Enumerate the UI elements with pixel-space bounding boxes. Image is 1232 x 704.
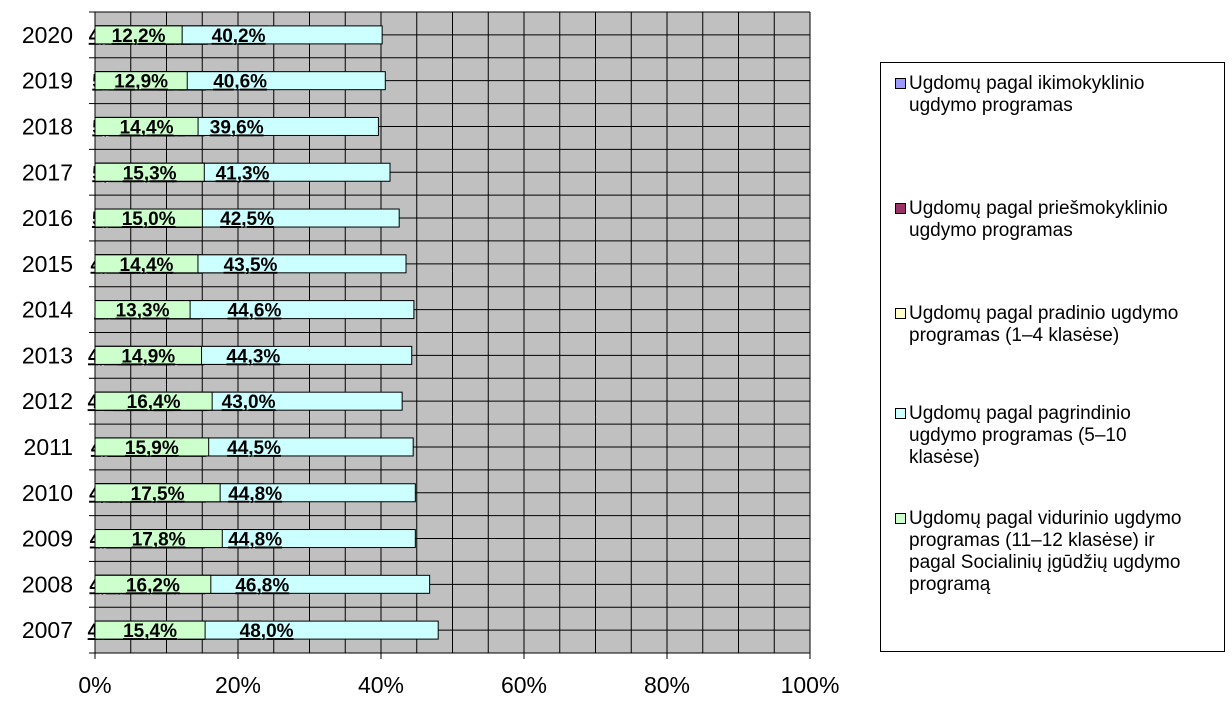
legend-label: Ugdomų pagal pradinio ugdymo (909, 303, 1179, 324)
legend-swatch (895, 203, 906, 214)
legend-swatch (895, 408, 906, 419)
stacked-bar-chart: 19,3%4,3%24,1%40,2%12,2%17,7%5,3%23,5%40… (22, 11, 839, 698)
y-tick-label: 2015 (22, 251, 73, 277)
data-label: 12,9% (114, 72, 168, 93)
legend-swatch (895, 78, 906, 89)
legend-item: Ugdomų pagal priešmokyklinio ugdymo progr… (895, 198, 1220, 242)
legend-item: Ugdomų pagal ikimokyklinio ugdymo program… (895, 73, 1220, 117)
data-label: 48,0% (240, 621, 294, 642)
data-label: 44,5% (227, 438, 281, 459)
axes (89, 11, 811, 659)
bar-series: 19,3%4,3%24,1%40,2%12,2%17,7%5,3%23,5%40… (88, 25, 439, 642)
data-label: 15,3% (123, 163, 177, 184)
data-label: 42,5% (220, 209, 274, 230)
data-label: 44,6% (228, 301, 282, 322)
y-tick-label: 2016 (22, 205, 73, 231)
data-label: 41,3% (216, 163, 270, 184)
legend-swatch (895, 513, 906, 524)
y-tick-label: 2020 (22, 22, 73, 48)
data-label: 40,6% (213, 72, 267, 93)
legend-label: Ugdomų pagal pagrindinio (909, 403, 1131, 424)
legend-label: programą (909, 574, 991, 595)
legend-item: Ugdomų pagal pradinio ugdymo programas (1… (895, 303, 1220, 347)
data-label: 16,4% (127, 392, 181, 413)
y-tick-label: 2012 (22, 388, 73, 414)
legend-label: pagal Socialinių įgūdžių ugdymo (909, 552, 1181, 573)
data-label: 46,8% (235, 575, 289, 596)
data-label: 39,6% (210, 117, 264, 138)
data-label: 43,0% (222, 392, 276, 413)
y-tick-label: 2019 (22, 68, 73, 94)
legend-label: programas (1–4 klasėse) (909, 325, 1120, 346)
data-label: 16,2% (126, 575, 180, 596)
data-label: 15,9% (125, 438, 179, 459)
y-tick-label: 2010 (22, 480, 73, 506)
data-label: 17,5% (131, 484, 185, 505)
x-tick-label: 60% (501, 672, 547, 698)
data-label: 44,8% (228, 484, 282, 505)
data-label: 15,0% (122, 209, 176, 230)
x-axis-tick-labels: 0% 20% 40% 60% 80% 100% (78, 672, 839, 698)
legend-label: Ugdomų pagal vidurinio ugdymo (909, 508, 1182, 529)
legend-label: Ugdomų pagal ikimokyklinio (909, 73, 1145, 94)
y-tick-label: 2009 (22, 526, 73, 552)
legend-swatch (895, 308, 906, 319)
chart-legend: Ugdomų pagal ikimokyklinio ugdymo program… (880, 62, 1225, 652)
legend-item: Ugdomų pagal vidurinio ugdymo programas (… (895, 508, 1220, 596)
legend-label: ugdymo programas (909, 95, 1073, 116)
x-tick-label: 40% (358, 672, 404, 698)
legend-label: ugdymo programas (5–10 (909, 425, 1127, 446)
y-axis-tick-labels: 2020 2019 2018 2017 2016 2015 2014 2013 2012 2011… (22, 22, 73, 643)
data-label: 14,4% (120, 117, 174, 138)
x-tick-label: 100% (781, 672, 840, 698)
y-tick-label: 2007 (22, 617, 73, 643)
y-tick-label: 2013 (22, 342, 73, 368)
y-tick-label: 2008 (22, 571, 73, 597)
data-label: 40,2% (212, 26, 266, 47)
legend-label: Ugdomų pagal priešmokyklinio (909, 198, 1168, 219)
data-label: 14,9% (121, 346, 175, 367)
data-label: 17,8% (132, 530, 186, 551)
gridlines (94, 11, 811, 654)
legend-label: ugdymo programas (909, 220, 1073, 241)
y-tick-label: 2011 (24, 434, 73, 460)
data-label: 44,8% (228, 530, 282, 551)
data-label: 12,2% (112, 26, 166, 47)
x-tick-label: 80% (644, 672, 690, 698)
y-tick-label: 2017 (22, 159, 73, 185)
data-label: 44,3% (226, 346, 280, 367)
data-label: 13,3% (116, 301, 170, 322)
data-label: 14,4% (120, 255, 174, 276)
data-label: 43,5% (224, 255, 278, 276)
x-tick-label: 0% (78, 672, 111, 698)
y-tick-label: 2018 (22, 113, 73, 139)
legend-label: programas (11–12 klasėse) ir (909, 530, 1155, 551)
data-label: 15,4% (123, 621, 177, 642)
legend-item: Ugdomų pagal pagrindinio ugdymo programas… (895, 403, 1220, 469)
legend-label: klasėse) (909, 447, 980, 468)
x-tick-label: 20% (215, 672, 261, 698)
y-tick-label: 2014 (22, 297, 73, 323)
